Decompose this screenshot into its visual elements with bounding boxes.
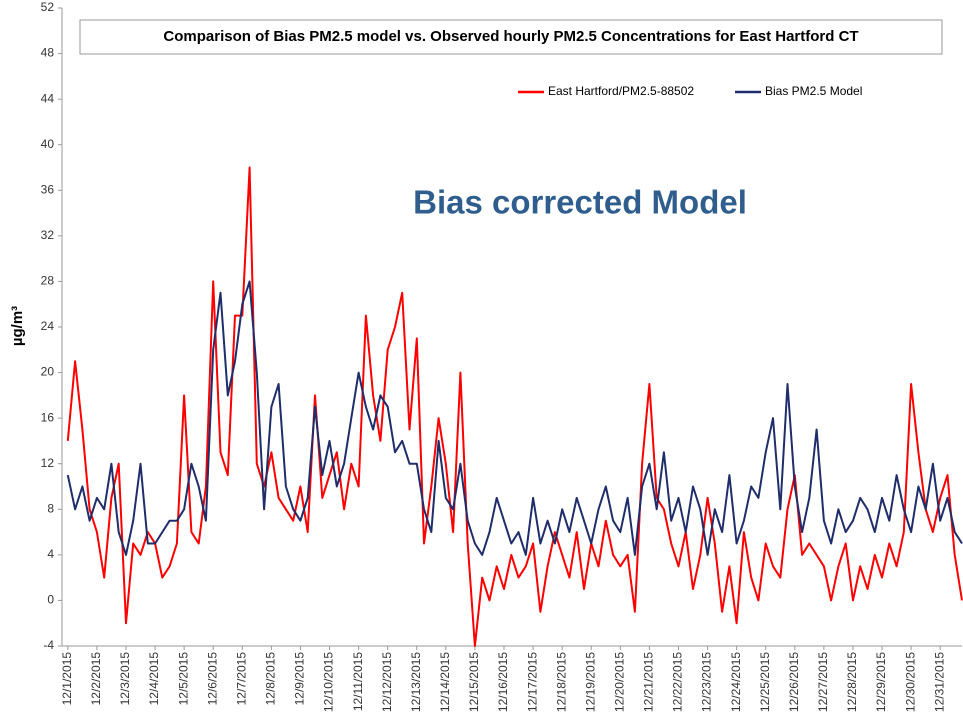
x-tick-label: 12/17/2015 xyxy=(525,652,539,712)
y-tick-label: 48 xyxy=(41,46,55,60)
x-tick-label: 12/20/2015 xyxy=(612,652,626,712)
x-tick-label: 12/24/2015 xyxy=(729,652,743,712)
x-tick-label: 12/25/2015 xyxy=(758,652,772,712)
x-tick-label: 12/21/2015 xyxy=(642,652,656,712)
x-tick-label: 12/27/2015 xyxy=(816,652,830,712)
x-tick-label: 12/2/2015 xyxy=(89,652,103,706)
y-tick-label: 16 xyxy=(41,410,55,424)
y-tick-label: 20 xyxy=(41,365,55,379)
x-tick-label: 12/30/2015 xyxy=(903,652,917,712)
x-tick-label: 12/3/2015 xyxy=(118,652,132,706)
x-tick-label: 12/29/2015 xyxy=(874,652,888,712)
x-tick-label: 12/10/2015 xyxy=(322,652,336,712)
x-tick-label: 12/7/2015 xyxy=(234,652,248,706)
y-tick-label: 44 xyxy=(41,91,55,105)
y-tick-label: 24 xyxy=(41,319,55,333)
x-tick-label: 12/5/2015 xyxy=(176,652,190,706)
x-tick-label: 12/26/2015 xyxy=(787,652,801,712)
x-tick-label: 12/18/2015 xyxy=(554,652,568,712)
x-tick-label: 12/8/2015 xyxy=(264,652,278,706)
x-tick-label: 12/1/2015 xyxy=(60,652,74,706)
y-tick-label: 12 xyxy=(41,456,55,470)
x-tick-label: 12/12/2015 xyxy=(380,652,394,712)
y-tick-label: 28 xyxy=(41,274,55,288)
x-tick-label: 12/9/2015 xyxy=(293,652,307,706)
x-tick-label: 12/16/2015 xyxy=(496,652,510,712)
y-tick-label: 32 xyxy=(41,228,55,242)
x-tick-label: 12/22/2015 xyxy=(671,652,685,712)
x-tick-label: 12/23/2015 xyxy=(700,652,714,712)
x-tick-label: 12/11/2015 xyxy=(351,652,365,711)
x-tick-label: 12/6/2015 xyxy=(205,652,219,706)
y-tick-label: 4 xyxy=(47,547,54,561)
y-tick-label: 36 xyxy=(41,182,55,196)
chart-title: Comparison of Bias PM2.5 model vs. Obser… xyxy=(163,28,858,45)
x-tick-label: 12/31/2015 xyxy=(932,652,946,712)
x-tick-label: 12/4/2015 xyxy=(147,652,161,706)
y-axis-label: µg/m³ xyxy=(9,306,26,346)
y-tick-label: -4 xyxy=(43,638,54,652)
title-box xyxy=(79,19,943,55)
legend-label: East Hartford/PM2.5-88502 xyxy=(548,84,694,98)
x-tick-label: 12/19/2015 xyxy=(583,652,597,712)
x-tick-label: 12/14/2015 xyxy=(438,652,452,712)
series-line xyxy=(66,280,963,556)
series-line xyxy=(66,166,963,647)
y-tick-label: 40 xyxy=(41,137,55,151)
annotation: Bias corrected Model xyxy=(413,184,747,221)
x-tick-label: 12/15/2015 xyxy=(467,652,481,712)
legend-label: Bias PM2.5 Model xyxy=(765,84,862,98)
x-tick-label: 12/13/2015 xyxy=(409,652,423,712)
y-tick-label: 52 xyxy=(41,0,55,14)
y-tick-label: 8 xyxy=(47,501,54,515)
y-tick-label: 0 xyxy=(47,593,54,607)
x-tick-label: 12/28/2015 xyxy=(845,652,859,712)
